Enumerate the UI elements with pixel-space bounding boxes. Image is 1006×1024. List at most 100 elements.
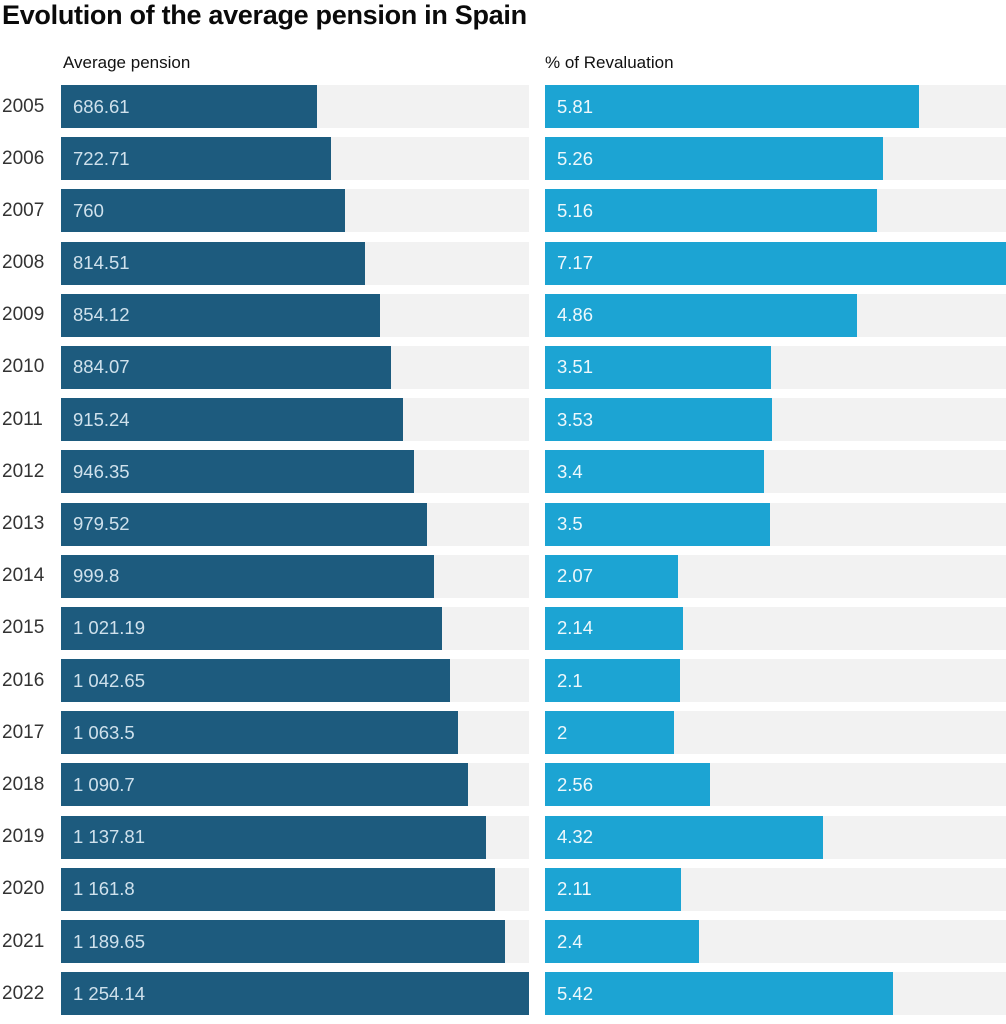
chart-row: 2010 884.07 3.51	[0, 345, 1006, 389]
revaluation-bar: 2.1	[545, 659, 681, 703]
revaluation-value-label: 5.81	[557, 95, 594, 117]
revaluation-bar-track: 2.11	[545, 867, 1006, 911]
year-label: 2009	[2, 304, 45, 326]
pension-value-label: 686.61	[73, 95, 130, 117]
revaluation-bar-track: 2.56	[545, 763, 1006, 807]
pension-bar: 884.07	[61, 345, 391, 389]
revaluation-value-label: 2.4	[557, 930, 583, 952]
year-label: 2008	[2, 252, 45, 274]
revaluation-bar: 5.81	[545, 85, 919, 128]
revaluation-bar: 7.17	[545, 241, 1006, 285]
pension-bar-track: 814.51	[61, 241, 529, 285]
pension-bar-track: 1 254.14	[61, 972, 529, 1016]
column-divider	[529, 398, 545, 442]
chart-row: 2014 999.8 2.07	[0, 554, 1006, 598]
revaluation-bar-track: 5.81	[545, 85, 1006, 128]
pension-bar-track: 884.07	[61, 345, 529, 389]
revaluation-bar-track: 4.86	[545, 293, 1006, 337]
column-divider	[529, 972, 545, 1016]
pension-bar: 979.52	[61, 502, 427, 546]
column-divider	[529, 815, 545, 859]
revaluation-bar: 2.56	[545, 763, 710, 807]
revaluation-value-label: 2.07	[557, 565, 594, 587]
year-label: 2019	[2, 826, 45, 848]
pension-bar-track: 999.8	[61, 554, 529, 598]
pension-bar: 946.35	[61, 450, 415, 494]
year-label: 2020	[2, 878, 45, 900]
chart-row: 2008 814.51 7.17	[0, 241, 1006, 285]
column-divider	[529, 345, 545, 389]
pension-bar: 686.61	[61, 85, 318, 128]
column-divider	[529, 450, 545, 494]
pension-value-label: 1 137.81	[73, 826, 146, 848]
revaluation-bar-track: 5.42	[545, 972, 1006, 1016]
revaluation-value-label: 2.1	[557, 669, 583, 691]
revaluation-bar: 2.11	[545, 867, 681, 911]
revaluation-bar-track: 2.4	[545, 920, 1006, 963]
column-divider	[529, 659, 545, 703]
revaluation-value-label: 7.17	[557, 252, 594, 274]
pension-value-label: 854.12	[73, 304, 130, 326]
pension-bar-track: 1 189.65	[61, 920, 529, 963]
pension-bar: 1 063.5	[61, 711, 458, 755]
revaluation-bar-track: 5.16	[545, 189, 1006, 233]
pension-bar-track: 854.12	[61, 293, 529, 337]
year-label: 2010	[2, 356, 45, 378]
column-header-revaluation: % of Revaluation	[545, 53, 674, 72]
pension-bar-track: 1 137.81	[61, 815, 529, 859]
revaluation-bar-track: 3.51	[545, 345, 1006, 389]
pension-value-label: 915.24	[73, 408, 130, 430]
revaluation-bar: 3.5	[545, 502, 771, 546]
pension-bar-track: 686.61	[61, 85, 529, 128]
revaluation-bar: 2.4	[545, 920, 700, 963]
chart-row: 2019 1 137.81 4.32	[0, 815, 1006, 859]
year-label: 2014	[2, 565, 45, 587]
column-divider	[529, 606, 545, 650]
revaluation-value-label: 3.53	[557, 408, 594, 430]
chart-row: 2017 1 063.5 2	[0, 711, 1006, 755]
revaluation-bar: 5.26	[545, 137, 884, 181]
year-label: 2018	[2, 773, 45, 795]
chart-row: 2006 722.71 5.26	[0, 137, 1006, 181]
chart-row: 2013 979.52 3.5	[0, 502, 1006, 546]
column-divider	[529, 867, 545, 911]
pension-bar-track: 722.71	[61, 137, 529, 181]
year-label: 2021	[2, 930, 45, 952]
chart-row: 2012 946.35 3.4	[0, 450, 1006, 494]
revaluation-bar: 5.42	[545, 972, 894, 1016]
pension-bar-track: 979.52	[61, 502, 529, 546]
revaluation-bar: 3.51	[545, 345, 771, 389]
chart-row: 2022 1 254.14 5.42	[0, 972, 1006, 1016]
pension-bar-track: 946.35	[61, 450, 529, 494]
pension-bar: 722.71	[61, 137, 331, 181]
pension-bar: 1 090.7	[61, 763, 468, 807]
year-label: 2005	[2, 95, 45, 117]
year-label: 2015	[2, 617, 45, 639]
revaluation-bar-track: 2	[545, 711, 1006, 755]
revaluation-bar: 4.86	[545, 293, 858, 337]
pension-bar: 1 021.19	[61, 606, 443, 650]
pension-bar: 854.12	[61, 293, 380, 337]
chart-row: 2011 915.24 3.53	[0, 398, 1006, 442]
revaluation-bar-track: 7.17	[545, 241, 1006, 285]
column-divider	[529, 711, 545, 755]
revaluation-value-label: 2.56	[557, 773, 594, 795]
year-label: 2007	[2, 199, 45, 221]
revaluation-bar-track: 3.53	[545, 398, 1006, 442]
revaluation-value-label: 2.14	[557, 617, 594, 639]
pension-value-label: 946.35	[73, 460, 130, 482]
revaluation-value-label: 2.11	[557, 878, 592, 900]
revaluation-bar-track: 2.07	[545, 554, 1006, 598]
pension-value-label: 722.71	[73, 147, 130, 169]
revaluation-bar-track: 4.32	[545, 815, 1006, 859]
pension-bar-track: 1 042.65	[61, 659, 529, 703]
revaluation-value-label: 2	[557, 721, 568, 743]
year-label: 2016	[2, 669, 45, 691]
column-header-average-pension: Average pension	[63, 53, 191, 72]
pension-bar: 1 254.14	[61, 972, 529, 1016]
pension-value-label: 884.07	[73, 356, 130, 378]
revaluation-bar-track: 3.5	[545, 502, 1006, 546]
pension-value-label: 1 254.14	[73, 982, 146, 1004]
column-divider	[529, 502, 545, 546]
